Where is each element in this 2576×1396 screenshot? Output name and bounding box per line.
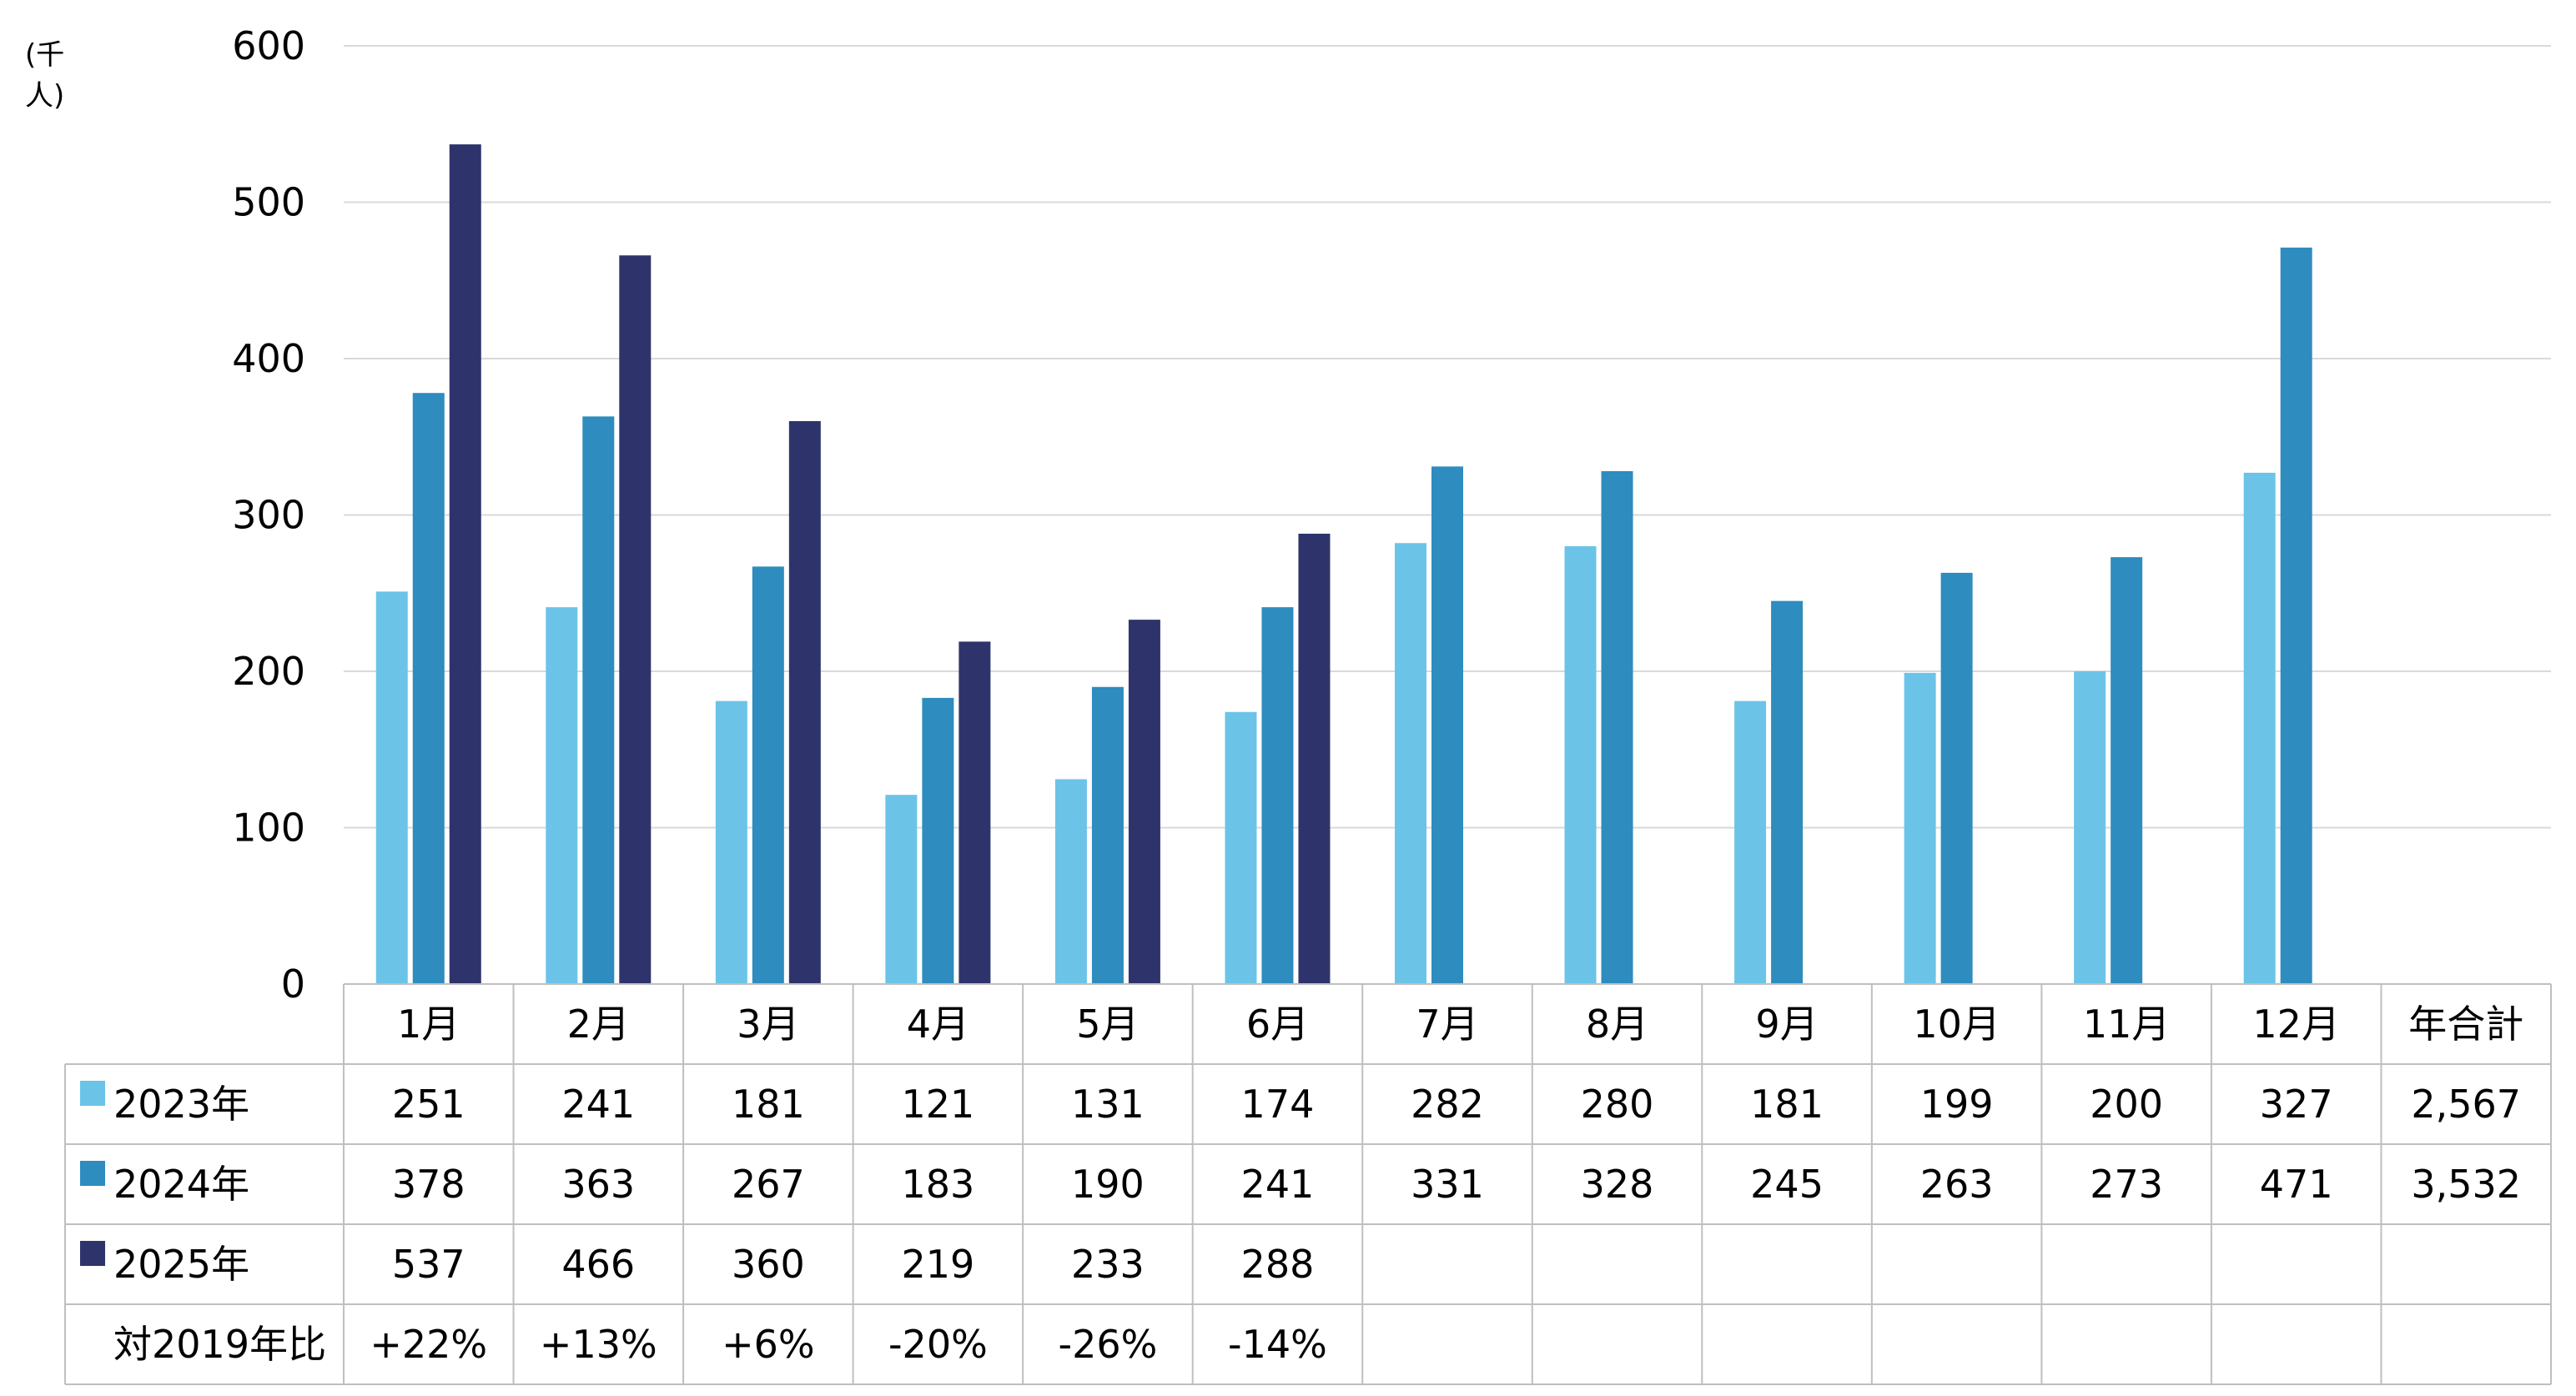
bar-2023年-11月 [2074, 671, 2106, 984]
table-cell: 273 [2090, 1162, 2163, 1207]
table-cell: 466 [561, 1242, 635, 1287]
table-cell: -20% [888, 1322, 988, 1367]
table-cell: 267 [732, 1162, 805, 1207]
bar-2024年-2月 [582, 416, 615, 984]
table-cell: 537 [392, 1242, 465, 1287]
table-cell: -26% [1059, 1322, 1158, 1367]
category-label: 8月 [1586, 1002, 1648, 1047]
bar-2023年-2月 [546, 607, 578, 984]
y-tick-label: 0 [281, 962, 305, 1007]
bar-2023年-9月 [1734, 701, 1767, 984]
bar-2025年-4月 [958, 641, 991, 984]
bar-2024年-12月 [2280, 247, 2312, 984]
legend-swatch-2024年 [80, 1161, 105, 1186]
bar-2025年-2月 [619, 255, 652, 984]
table-cell: 2,567 [2411, 1082, 2521, 1127]
bar-2023年-4月 [885, 795, 918, 984]
unit-label: (千人) [25, 38, 65, 113]
row-label: 対2019年比 [113, 1322, 326, 1367]
table-cell: 219 [901, 1242, 974, 1287]
table-cell: +22% [370, 1322, 487, 1367]
y-tick-label: 200 [232, 649, 305, 694]
category-label: 12月 [2252, 1002, 2340, 1047]
bar-2025年-6月 [1298, 534, 1331, 984]
table-cell: 241 [561, 1082, 635, 1127]
table-cell: 288 [1241, 1242, 1315, 1287]
row-label: 2024年 [113, 1162, 249, 1207]
bar-2024年-6月 [1261, 607, 1294, 984]
table-cell: 241 [1241, 1162, 1315, 1207]
table-cell: 181 [1750, 1082, 1824, 1127]
table-cell: 121 [901, 1082, 974, 1127]
table-cell: -14% [1228, 1322, 1327, 1367]
category-label: 7月 [1416, 1002, 1478, 1047]
bar-2024年-10月 [1940, 572, 1973, 984]
table-cell: 174 [1241, 1082, 1315, 1127]
bar-2025年-3月 [788, 421, 821, 984]
y-tick-label: 600 [232, 23, 305, 68]
table-cell: +6% [722, 1322, 815, 1367]
table-cell: 471 [2260, 1162, 2333, 1207]
table-cell: 183 [901, 1162, 974, 1207]
y-tick-label: 400 [232, 336, 305, 381]
table-cell: 331 [1411, 1162, 1484, 1207]
bar-2024年-4月 [922, 697, 954, 984]
category-label: 2月 [567, 1002, 630, 1047]
legend-swatch-2023年 [80, 1081, 105, 1106]
category-label: 6月 [1246, 1002, 1309, 1047]
y-tick-label: 500 [232, 180, 305, 225]
bar-2024年-8月 [1601, 471, 1633, 984]
table-cell: 190 [1071, 1162, 1145, 1207]
category-label: 11月 [2083, 1002, 2171, 1047]
bar-2024年-7月 [1431, 466, 1463, 984]
bar-2024年-1月 [412, 393, 445, 984]
table-cell: 363 [561, 1162, 635, 1207]
category-label: 3月 [737, 1002, 799, 1047]
table-cell: 245 [1750, 1162, 1824, 1207]
row-label: 2023年 [113, 1082, 249, 1127]
category-label: 5月 [1076, 1002, 1139, 1047]
table-cell: 378 [392, 1162, 465, 1207]
table-cell: 199 [1920, 1082, 1994, 1127]
row-label: 2025年 [113, 1242, 249, 1287]
y-tick-label: 100 [232, 806, 305, 851]
table-cell: 181 [732, 1082, 805, 1127]
table-cell: 3,532 [2411, 1162, 2521, 1207]
table-cell: 251 [392, 1082, 465, 1127]
bar-2025年-5月 [1128, 620, 1160, 984]
table-cell: 280 [1581, 1082, 1654, 1127]
table-cell: +13% [540, 1322, 657, 1367]
bar-2023年-6月 [1225, 711, 1257, 984]
category-label: 9月 [1755, 1002, 1818, 1047]
table-cell: 263 [1920, 1162, 1994, 1207]
bar-2023年-5月 [1054, 779, 1087, 984]
table-cell: 327 [2260, 1082, 2333, 1127]
bar-2023年-3月 [715, 701, 747, 984]
table-cell: 360 [732, 1242, 805, 1287]
category-label: 4月 [907, 1002, 969, 1047]
table-cell: 200 [2090, 1082, 2163, 1127]
legend-swatch-2025年 [80, 1241, 105, 1266]
category-label: 1月 [397, 1002, 460, 1047]
bar-2024年-11月 [2111, 557, 2143, 984]
y-tick-label: 300 [232, 493, 305, 538]
bar-2023年-12月 [2243, 472, 2276, 984]
bar-2024年-5月 [1091, 686, 1124, 984]
category-label: 10月 [1913, 1002, 2000, 1047]
bar-2023年-10月 [1904, 672, 1936, 984]
table-cell: 233 [1071, 1242, 1145, 1287]
bar-2025年-1月 [449, 144, 481, 984]
bar-2023年-8月 [1564, 546, 1597, 984]
table-cell: 282 [1411, 1082, 1484, 1127]
table-cell: 131 [1071, 1082, 1145, 1127]
bar-2023年-1月 [375, 591, 408, 984]
bar-2024年-3月 [752, 566, 784, 984]
bar-2023年-7月 [1395, 543, 1426, 984]
bar-2024年-9月 [1771, 600, 1804, 984]
total-header: 年合計 [2408, 1002, 2523, 1047]
table-cell: 328 [1581, 1162, 1654, 1207]
